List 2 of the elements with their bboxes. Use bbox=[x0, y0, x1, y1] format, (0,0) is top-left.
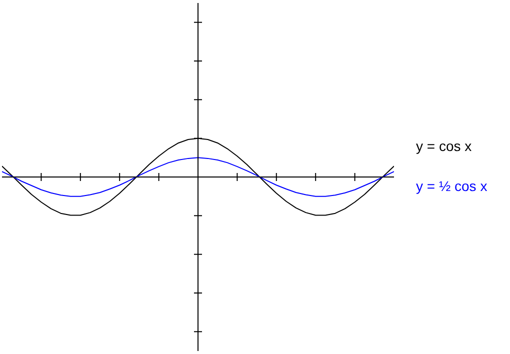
series-label: y = ½ cos x bbox=[416, 178, 488, 194]
series-label: y = cos x bbox=[416, 138, 472, 154]
